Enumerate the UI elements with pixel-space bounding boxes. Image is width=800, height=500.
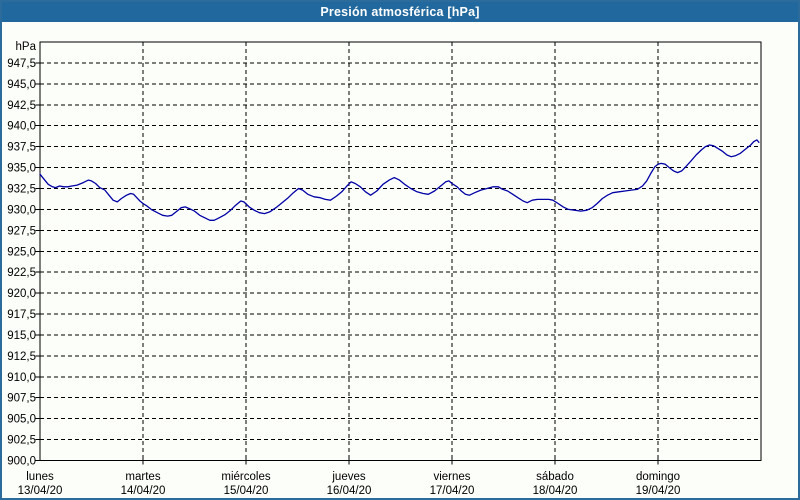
day-name-label: viernes [433,471,470,483]
svg-text:920,0: 920,0 [7,288,36,300]
y-axis-labels: 900,0 902,5 905,0 907,5 910,0 912,5 915,0 917,5… [7,41,36,468]
svg-text:905,0: 905,0 [7,414,36,426]
svg-text:945,0: 945,0 [7,79,36,91]
svg-text:922,5: 922,5 [7,267,36,279]
svg-text:915,0: 915,0 [7,330,36,342]
svg-text:917,5: 917,5 [7,309,36,321]
x-axis-labels: lunes 13/04/20 martes 14/04/20 miércoles 15/0… [18,471,681,497]
svg-text:947,5: 947,5 [7,58,36,70]
day-name-label: martes [125,471,160,483]
day-date-label: 13/04/20 [18,485,63,497]
svg-text:927,5: 927,5 [7,225,36,237]
svg-text:907,5: 907,5 [7,393,36,405]
gridlines [40,42,761,461]
day-date-label: 14/04/20 [121,485,166,497]
day-name-label: jueves [331,471,365,483]
day-date-label: 19/04/20 [636,485,681,497]
svg-text:932,5: 932,5 [7,183,36,195]
title-bar: Presión atmosférica [hPa] [2,2,798,22]
day-date-label: 16/04/20 [327,485,372,497]
day-date-label: 17/04/20 [430,485,475,497]
y-axis-unit: hPa [16,41,37,53]
day-name-label: lunes [26,471,54,483]
window-title: Presión atmosférica [hPa] [320,5,480,19]
svg-text:910,0: 910,0 [7,372,36,384]
tick-marks [35,62,659,465]
day-name-label: miércoles [221,471,270,483]
svg-text:942,5: 942,5 [7,100,36,112]
svg-text:912,5: 912,5 [7,351,36,363]
svg-text:935,0: 935,0 [7,163,36,175]
day-date-label: 18/04/20 [533,485,578,497]
day-name-label: sábado [536,471,574,483]
svg-text:925,0: 925,0 [7,246,36,258]
day-name-label: domingo [636,471,680,483]
svg-text:902,5: 902,5 [7,435,36,447]
svg-text:900,0: 900,0 [7,456,36,468]
day-date-label: 15/04/20 [224,485,269,497]
pressure-chart: 900,0 902,5 905,0 907,5 910,0 912,5 915,0 917,5… [7,41,762,497]
pressure-series-line [39,139,760,221]
svg-text:940,0: 940,0 [7,121,36,133]
svg-text:937,5: 937,5 [7,142,36,154]
svg-text:930,0: 930,0 [7,204,36,216]
